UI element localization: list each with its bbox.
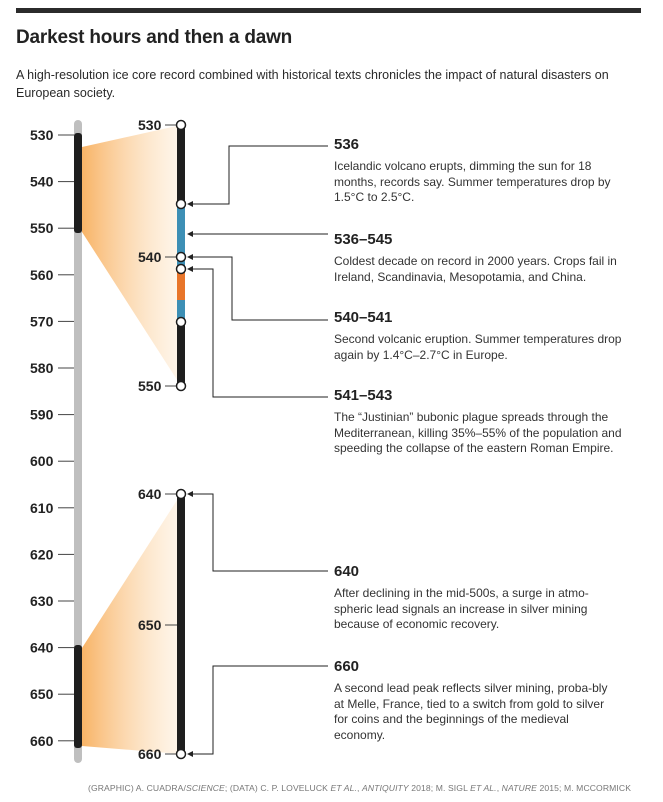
source-credit: (GRAPHIC) A. CUADRA/SCIENCE; (DATA) C. P… <box>88 783 632 793</box>
annotation-536-545: 536–545 Coldest decade on record in 2000… <box>334 231 624 285</box>
top-rule <box>16 8 641 13</box>
annotation-year: 536 <box>334 136 360 153</box>
zoom-bottom-label: 660 <box>138 746 162 762</box>
zoom-wedge-top <box>82 125 181 386</box>
marker-660 <box>175 748 187 760</box>
connector-536 <box>191 145 328 205</box>
annotation-year: 660 <box>334 658 360 675</box>
main-scale-label: 600 <box>30 453 54 469</box>
marker-536 <box>175 198 187 210</box>
main-scale-label: 540 <box>30 174 54 190</box>
main-scale-label: 580 <box>30 360 54 376</box>
annotation-text: After declining in the mid-500s, a surge… <box>334 586 589 631</box>
annotation-year: 536–545 <box>334 231 393 248</box>
arrowhead <box>187 491 193 497</box>
marker-530 <box>175 119 187 131</box>
marker-550 <box>175 380 187 392</box>
main-scale-label: 560 <box>30 267 54 283</box>
annotation-text: The “Justinian” bubonic plague spreads t… <box>334 410 622 455</box>
main-scale: 530 540 550 560 570 580 590 600 610 620 630 640 650 6… <box>30 127 74 749</box>
annotation-660: 660 A second lead peak reflects silver m… <box>334 658 619 743</box>
zoom-bottom-label: 640 <box>138 486 162 502</box>
annotation-text: Icelandic volcano erupts, dimming the su… <box>334 159 611 204</box>
main-scale-label: 640 <box>30 640 54 656</box>
annotation-text: Coldest decade on record in 2000 years. … <box>334 254 617 284</box>
arrowhead <box>187 266 193 272</box>
main-scale-label: 550 <box>30 220 54 236</box>
zoom-top-label: 530 <box>138 117 162 133</box>
main-scale-label: 570 <box>30 313 54 329</box>
arrowhead <box>187 751 193 757</box>
arrowhead <box>187 254 193 260</box>
zoom-top-label: 540 <box>138 249 162 265</box>
period-541-543 <box>177 270 185 300</box>
main-scale-label: 620 <box>30 546 54 562</box>
connectors <box>190 145 328 755</box>
annotation-year: 541–543 <box>334 387 393 404</box>
annotation-540-541: 540–541 Second volcanic eruption. Summer… <box>334 309 624 363</box>
connector-640 <box>191 493 328 572</box>
main-scale-label: 630 <box>30 593 54 609</box>
connector-540-541 <box>191 256 328 321</box>
zoom-scales: 530 540 550 640 650 660 <box>138 117 177 762</box>
connector-541-543 <box>191 268 328 398</box>
zoom-bar-bottom <box>177 494 185 754</box>
marker-540 <box>175 251 187 263</box>
annotation-year: 540–541 <box>334 309 393 326</box>
main-scale-label: 590 <box>30 407 54 423</box>
event-markers <box>175 119 187 760</box>
highlight-530-550 <box>74 133 82 233</box>
subtitle: A high-resolution ice core record combin… <box>16 68 609 100</box>
arrowhead <box>187 231 193 237</box>
annotation-text: Second volcanic eruption. Summer tempera… <box>334 332 622 362</box>
connector-arrowheads <box>187 201 193 757</box>
highlight-640-660 <box>74 645 82 748</box>
zoom-bottom-label: 650 <box>138 617 162 633</box>
annotation-year: 640 <box>334 563 360 580</box>
main-timeline-bar <box>74 120 82 763</box>
marker-545 <box>175 316 187 328</box>
annotation-640: 640 After declining in the mid-500s, a s… <box>334 563 619 633</box>
main-scale-label: 530 <box>30 127 54 143</box>
main-scale-label: 610 <box>30 500 54 516</box>
annotation-541-543: 541–543 The “Justinian” bubonic plague s… <box>334 387 629 457</box>
arrowhead <box>187 201 193 207</box>
marker-640 <box>175 488 187 500</box>
annotation-536: 536 Icelandic volcano erupts, dimming th… <box>334 136 624 206</box>
zoom-top-label: 550 <box>138 378 162 394</box>
main-scale-label: 660 <box>30 733 54 749</box>
page-title: Darkest hours and then a dawn <box>16 27 293 48</box>
annotation-text: A second lead peak reflects silver minin… <box>334 681 608 742</box>
zoom-wedge-bottom <box>82 494 181 754</box>
main-scale-label: 650 <box>30 686 54 702</box>
connector-660 <box>191 665 328 755</box>
marker-541 <box>175 263 187 275</box>
